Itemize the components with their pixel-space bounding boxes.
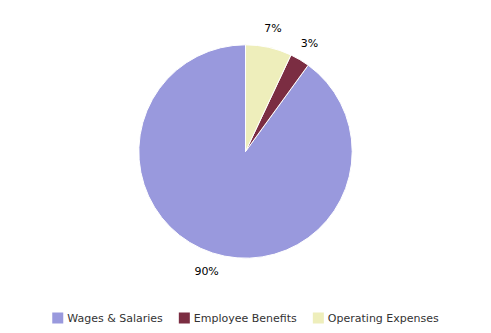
legend-item: Wages & Salaries [52, 312, 163, 325]
legend-label: Wages & Salaries [67, 312, 163, 325]
legend-swatch [52, 313, 63, 324]
legend-item: Operating Expenses [313, 312, 439, 325]
legend-label: Operating Expenses [328, 312, 439, 325]
data-labels: 90% 3% 7% [194, 22, 318, 278]
legend-label: Employee Benefits [194, 312, 297, 325]
legend-swatch [179, 313, 190, 324]
pie-slice [246, 45, 291, 152]
data-label: 3% [301, 37, 318, 50]
pie-slice [139, 45, 352, 258]
legend-swatch [313, 313, 324, 324]
pie [139, 45, 352, 258]
legend-item: Employee Benefits [179, 312, 297, 325]
chart: 90% 3% 7% Wages & Salaries Employee Benefits… [0, 0, 491, 333]
legend: Wages & Salaries Employee Benefits Operati… [52, 312, 439, 325]
data-label: 7% [264, 22, 281, 35]
data-label: 90% [194, 265, 218, 278]
